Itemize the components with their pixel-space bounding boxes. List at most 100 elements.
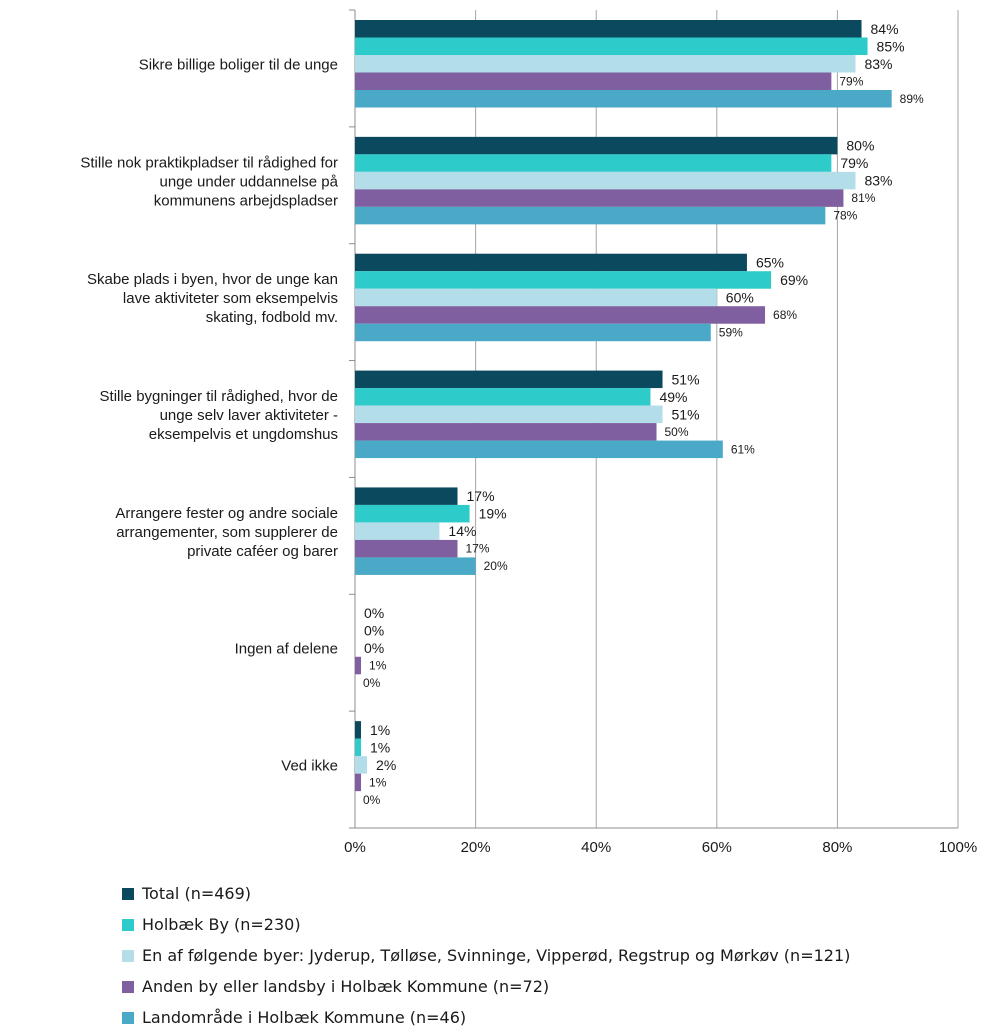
- bar: [355, 738, 362, 757]
- bar: [355, 487, 458, 505]
- data-label: 89%: [900, 92, 924, 106]
- x-axis-ticks: 0% 20% 40% 60% 80% 100%: [344, 839, 977, 856]
- bar: [355, 171, 856, 190]
- category-label: Stille bygninger til rådighed, hvor de: [100, 388, 338, 405]
- data-label: 83%: [864, 56, 892, 72]
- category-label: Skabe plads i byen, hvor de unge kan: [87, 271, 338, 288]
- data-label: 1%: [369, 659, 387, 673]
- data-label: 0%: [364, 640, 384, 656]
- category-label: Stille nok praktikpladser til rådighed f…: [80, 154, 338, 171]
- bar: [355, 522, 440, 540]
- legend-swatch: [122, 980, 134, 993]
- bar: [355, 189, 844, 207]
- legend-label: Anden by eller landsby i Holbæk Kommune …: [142, 977, 550, 996]
- legend-swatch: [122, 949, 134, 962]
- bar: [355, 136, 838, 155]
- bars: [355, 20, 892, 792]
- category-label: Sikre billige boliger til de unge: [139, 56, 338, 73]
- data-label: 1%: [369, 775, 387, 789]
- category-label: unge under uddannelse på: [160, 173, 339, 190]
- data-label: 0%: [364, 605, 384, 621]
- data-label: 80%: [846, 138, 874, 154]
- x-tick-label: 0%: [344, 839, 366, 856]
- category-label: unge selv laver aktiviteter -: [160, 407, 338, 424]
- x-tick-label: 20%: [461, 839, 491, 856]
- bar: [355, 323, 711, 342]
- bar: [355, 557, 476, 575]
- legend-swatch: [122, 887, 134, 900]
- bar: [355, 90, 892, 108]
- legend-item: Landområde i Holbæk Kommune (n=46): [122, 1002, 850, 1033]
- data-label: 68%: [773, 308, 797, 322]
- data-label: 60%: [726, 289, 754, 305]
- bar: [355, 504, 470, 523]
- data-label: 50%: [665, 425, 689, 439]
- bar: [355, 388, 651, 406]
- data-label: 83%: [864, 173, 892, 189]
- legend-label: En af følgende byer: Jyderup, Tølløse, S…: [142, 946, 851, 965]
- data-label: 17%: [466, 542, 490, 556]
- bar: [355, 271, 772, 289]
- legend-item: Holbæk By (n=230): [122, 909, 850, 940]
- data-label: 2%: [376, 757, 396, 773]
- category-label: arrangementer, som supplerer de: [116, 524, 338, 541]
- data-label: 51%: [672, 371, 700, 387]
- bar: [355, 253, 747, 272]
- bar: [355, 306, 766, 324]
- bar: [355, 440, 723, 459]
- bar: [355, 37, 868, 55]
- legend-swatch: [122, 918, 134, 931]
- legend-item: En af følgende byer: Jyderup, Tølløse, S…: [122, 940, 850, 971]
- x-tick-label: 100%: [939, 839, 977, 856]
- data-label: 19%: [479, 506, 507, 522]
- bar: [355, 154, 832, 172]
- data-label: 0%: [364, 623, 384, 639]
- category-label: kommunens arbejdspladser: [154, 192, 338, 209]
- legend-item: Anden by eller landsby i Holbæk Kommune …: [122, 971, 850, 1002]
- bar: [355, 756, 368, 774]
- bar: [355, 405, 663, 424]
- bar: [355, 423, 657, 441]
- category-label: private caféer og barer: [187, 543, 338, 560]
- bar: [355, 72, 832, 90]
- category-labels: Sikre billige boliger til de unge Stille …: [80, 56, 338, 774]
- category-label: Arrangere fester og andre sociale: [115, 505, 338, 522]
- category-label: eksempelvis et ungdomshus: [149, 426, 338, 443]
- data-label: 69%: [780, 272, 808, 288]
- bar: [355, 773, 362, 792]
- data-label: 0%: [363, 676, 381, 690]
- category-label: skating, fodbold mv.: [206, 309, 338, 326]
- data-label: 14%: [448, 523, 476, 539]
- data-label: 20%: [484, 559, 508, 573]
- bar: [355, 721, 362, 739]
- data-label: 0%: [363, 793, 381, 807]
- category-label: Ingen af delene: [235, 641, 338, 658]
- bar: [355, 288, 717, 307]
- data-label: 59%: [719, 325, 743, 339]
- x-tick-label: 80%: [822, 839, 852, 856]
- x-tick-label: 40%: [581, 839, 611, 856]
- data-label: 61%: [731, 442, 755, 456]
- value-labels: 84% 80% 65% 51% 17% 0% 1% 85% 79% 69% 49% 19% 0% 1% 83…: [363, 21, 924, 807]
- data-label: 65%: [756, 254, 784, 270]
- data-label: 1%: [370, 722, 390, 738]
- data-label: 79%: [839, 74, 863, 88]
- data-label: 81%: [851, 191, 875, 205]
- data-label: 17%: [467, 488, 495, 504]
- legend-swatch: [122, 1011, 134, 1024]
- data-label: 51%: [672, 406, 700, 422]
- legend: Total (n=469) Holbæk By (n=230) En af følg…: [122, 878, 850, 1033]
- data-label: 85%: [877, 38, 905, 54]
- bar: [355, 206, 826, 225]
- legend-label: Holbæk By (n=230): [142, 915, 301, 934]
- bar: [355, 20, 862, 38]
- legend-item: Total (n=469): [122, 878, 850, 909]
- legend-label: Landområde i Holbæk Kommune (n=46): [142, 1008, 467, 1027]
- bar-chart: 84% 80% 65% 51% 17% 0% 1% 85% 79% 69% 49% 19% 0% 1% 83…: [80, 9, 977, 856]
- bar: [355, 370, 663, 389]
- bar: [355, 656, 362, 675]
- category-label: lave aktiviteter som eksempelvis: [123, 290, 338, 307]
- category-label: Ved ikke: [281, 758, 338, 775]
- bar: [355, 55, 856, 73]
- data-label: 49%: [659, 389, 687, 405]
